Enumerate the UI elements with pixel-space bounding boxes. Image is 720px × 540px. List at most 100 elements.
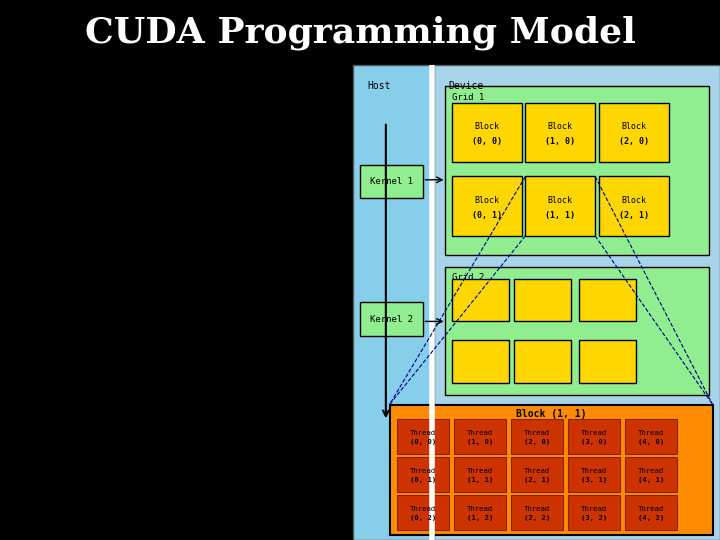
Text: •: • — [14, 86, 21, 99]
FancyBboxPatch shape — [452, 340, 509, 383]
FancyBboxPatch shape — [510, 495, 563, 530]
Text: Grid:: Grid: — [32, 383, 68, 396]
Text: Host:: Host: — [32, 143, 68, 156]
Text: Kernel 2: Kernel 2 — [370, 314, 413, 323]
Text: Thread:: Thread: — [32, 257, 81, 270]
Text: (2, 1): (2, 1) — [618, 211, 649, 220]
FancyBboxPatch shape — [454, 495, 506, 530]
Text: (4, 0): (4, 0) — [638, 438, 664, 444]
Text: Block: Block — [474, 195, 500, 205]
FancyBboxPatch shape — [514, 279, 571, 321]
Text: Thread: Thread — [467, 430, 493, 436]
Text: Thread: Thread — [638, 430, 664, 436]
Text: •: • — [14, 143, 21, 156]
FancyBboxPatch shape — [452, 177, 522, 236]
Text: Device: GPU: Device: GPU — [32, 122, 110, 135]
Text: Thread: Thread — [581, 430, 607, 436]
FancyBboxPatch shape — [353, 65, 433, 540]
Text: (2, 0): (2, 0) — [524, 438, 550, 444]
FancyBboxPatch shape — [454, 457, 506, 491]
Text: (4, 1): (4, 1) — [638, 477, 664, 483]
Text: (1, 0): (1, 0) — [467, 438, 493, 444]
FancyBboxPatch shape — [510, 457, 563, 491]
FancyBboxPatch shape — [624, 495, 677, 530]
Text: (3, 0): (3, 0) — [581, 438, 607, 444]
Text: Kernel 1: Kernel 1 — [370, 177, 413, 186]
Text: Thread: Thread — [524, 468, 550, 474]
Text: Thread: Thread — [638, 506, 664, 512]
Text: Host: CPU: Host: CPU — [32, 143, 96, 156]
Text: Thread: Thread — [467, 468, 493, 474]
FancyBboxPatch shape — [579, 340, 636, 383]
Text: Thread: Thread — [524, 430, 550, 436]
Text: Thread: Thread — [410, 468, 436, 474]
Text: Block: Block — [548, 195, 573, 205]
FancyBboxPatch shape — [390, 404, 713, 535]
FancyBboxPatch shape — [624, 457, 677, 491]
Text: (0, 0): (0, 0) — [472, 137, 502, 146]
Text: (0, 2): (0, 2) — [410, 515, 436, 521]
Text: Thread: Thread — [467, 506, 493, 512]
FancyBboxPatch shape — [567, 419, 620, 454]
FancyBboxPatch shape — [579, 279, 636, 321]
Text: Kernel: Data-parallel,
computed-intensive positions
of application running on th: Kernel: Data-parallel, computed-intensiv… — [32, 168, 238, 226]
FancyBboxPatch shape — [624, 419, 677, 454]
Text: (2, 2): (2, 2) — [524, 515, 550, 521]
Text: (0, 0): (0, 0) — [410, 438, 436, 444]
Text: Block: Block — [621, 195, 647, 205]
Text: (3, 1): (3, 1) — [581, 477, 607, 483]
Text: •: • — [14, 168, 21, 181]
FancyBboxPatch shape — [599, 177, 669, 236]
Text: Thread: Thread — [581, 506, 607, 512]
Text: Thread block:: Thread block: — [32, 281, 125, 294]
FancyBboxPatch shape — [397, 495, 449, 530]
Text: (4, 2): (4, 2) — [638, 515, 664, 521]
Text: •: • — [14, 122, 21, 135]
Text: Grid: A batch of thread block
that excuate same kernel.
Threads in different blo: Grid: A batch of thread block that excua… — [32, 383, 267, 456]
FancyBboxPatch shape — [526, 103, 595, 162]
Text: Device:: Device: — [32, 122, 81, 135]
Text: Thread block: A batch of
thread. Threads in a block
cooperate together, efficien: Thread block: A batch of thread. Threads… — [32, 281, 253, 354]
Text: (1, 1): (1, 1) — [545, 211, 575, 220]
Text: (3, 2): (3, 2) — [581, 515, 607, 521]
Text: Kernel:: Kernel: — [32, 168, 81, 181]
Text: Grid 2: Grid 2 — [452, 273, 484, 282]
Text: Important Concepts: Important Concepts — [32, 86, 160, 99]
FancyBboxPatch shape — [514, 340, 571, 383]
Text: Block (1, 1): Block (1, 1) — [516, 409, 586, 420]
FancyBboxPatch shape — [452, 103, 522, 162]
Text: (1, 0): (1, 0) — [545, 137, 575, 146]
Text: (1, 2): (1, 2) — [467, 515, 493, 521]
FancyBboxPatch shape — [397, 419, 449, 454]
FancyBboxPatch shape — [445, 86, 709, 255]
Text: CUDA Programming Model: CUDA Programming Model — [84, 15, 636, 50]
Text: Grid 1: Grid 1 — [452, 93, 484, 102]
Text: Thread: Thread — [410, 430, 436, 436]
Text: (1, 1): (1, 1) — [467, 477, 493, 483]
Text: •: • — [14, 257, 21, 270]
Text: Thread: Thread — [581, 468, 607, 474]
FancyBboxPatch shape — [360, 302, 423, 336]
Text: (0, 1): (0, 1) — [472, 211, 502, 220]
Text: Device: Device — [449, 82, 484, 91]
Text: Block: Block — [621, 122, 647, 131]
FancyBboxPatch shape — [567, 457, 620, 491]
Text: (2, 1): (2, 1) — [524, 477, 550, 483]
Text: Thread: Thread — [410, 506, 436, 512]
FancyBboxPatch shape — [510, 419, 563, 454]
Text: Block: Block — [474, 122, 500, 131]
Text: Host: Host — [367, 82, 391, 91]
Text: (2, 0): (2, 0) — [618, 137, 649, 146]
FancyBboxPatch shape — [599, 103, 669, 162]
FancyBboxPatch shape — [433, 65, 720, 540]
FancyBboxPatch shape — [397, 457, 449, 491]
Text: Block: Block — [548, 122, 573, 131]
FancyBboxPatch shape — [360, 165, 423, 198]
Text: •: • — [14, 383, 21, 396]
FancyBboxPatch shape — [445, 267, 709, 395]
FancyBboxPatch shape — [526, 177, 595, 236]
Text: Thread: Thread — [638, 468, 664, 474]
Text: Thread: Thread — [524, 506, 550, 512]
Text: •: • — [14, 281, 21, 294]
FancyBboxPatch shape — [452, 279, 509, 321]
